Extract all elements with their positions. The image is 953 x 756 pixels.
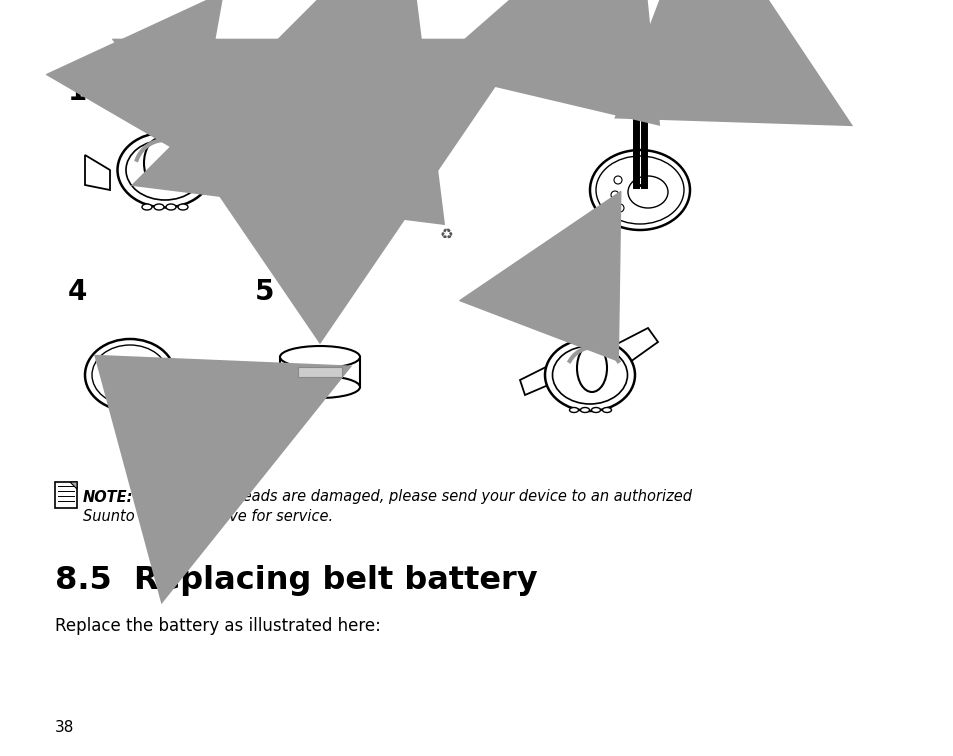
Ellipse shape (591, 407, 599, 413)
Ellipse shape (85, 339, 174, 411)
Text: 38: 38 (55, 720, 74, 735)
Text: 6: 6 (499, 278, 518, 306)
Text: If the cover threads are damaged, please send your device to an authorized: If the cover threads are damaged, please… (129, 489, 691, 504)
Text: batt: batt (128, 372, 148, 382)
Text: 3: 3 (575, 78, 594, 106)
Polygon shape (615, 328, 658, 362)
Polygon shape (280, 357, 359, 387)
Ellipse shape (91, 345, 168, 405)
Ellipse shape (337, 130, 432, 200)
Ellipse shape (589, 150, 689, 230)
Text: Suunto representative for service.: Suunto representative for service. (83, 510, 333, 525)
Text: 5: 5 (254, 278, 274, 306)
Text: 4: 4 (68, 278, 88, 306)
Ellipse shape (144, 138, 175, 188)
Ellipse shape (117, 132, 213, 207)
Ellipse shape (178, 204, 188, 210)
Text: 1: 1 (68, 78, 87, 106)
Text: Replace the battery as illustrated here:: Replace the battery as illustrated here: (55, 617, 380, 635)
Ellipse shape (627, 176, 667, 208)
Text: CR2032
   +: CR2032 + (364, 146, 410, 180)
Ellipse shape (552, 346, 627, 404)
Polygon shape (85, 155, 110, 190)
Polygon shape (70, 482, 77, 489)
Circle shape (616, 204, 623, 212)
Ellipse shape (153, 204, 164, 210)
Circle shape (614, 176, 621, 184)
Polygon shape (519, 365, 559, 395)
Ellipse shape (602, 407, 611, 413)
FancyBboxPatch shape (55, 482, 77, 508)
Ellipse shape (579, 407, 589, 413)
Text: NOTE:: NOTE: (83, 489, 133, 504)
Circle shape (610, 191, 618, 199)
Ellipse shape (142, 204, 152, 210)
Text: ♻: ♻ (439, 228, 454, 243)
Polygon shape (194, 120, 240, 160)
Ellipse shape (166, 204, 175, 210)
Ellipse shape (126, 140, 204, 200)
Text: 2: 2 (330, 78, 349, 106)
Ellipse shape (569, 407, 578, 413)
Ellipse shape (280, 346, 359, 368)
Polygon shape (297, 367, 341, 377)
Ellipse shape (577, 344, 606, 392)
Ellipse shape (280, 376, 359, 398)
Ellipse shape (349, 139, 420, 191)
Ellipse shape (544, 339, 635, 411)
Ellipse shape (596, 156, 683, 224)
Text: 8.5  Replacing belt battery: 8.5 Replacing belt battery (55, 565, 537, 596)
Circle shape (107, 374, 117, 384)
Ellipse shape (342, 134, 427, 196)
